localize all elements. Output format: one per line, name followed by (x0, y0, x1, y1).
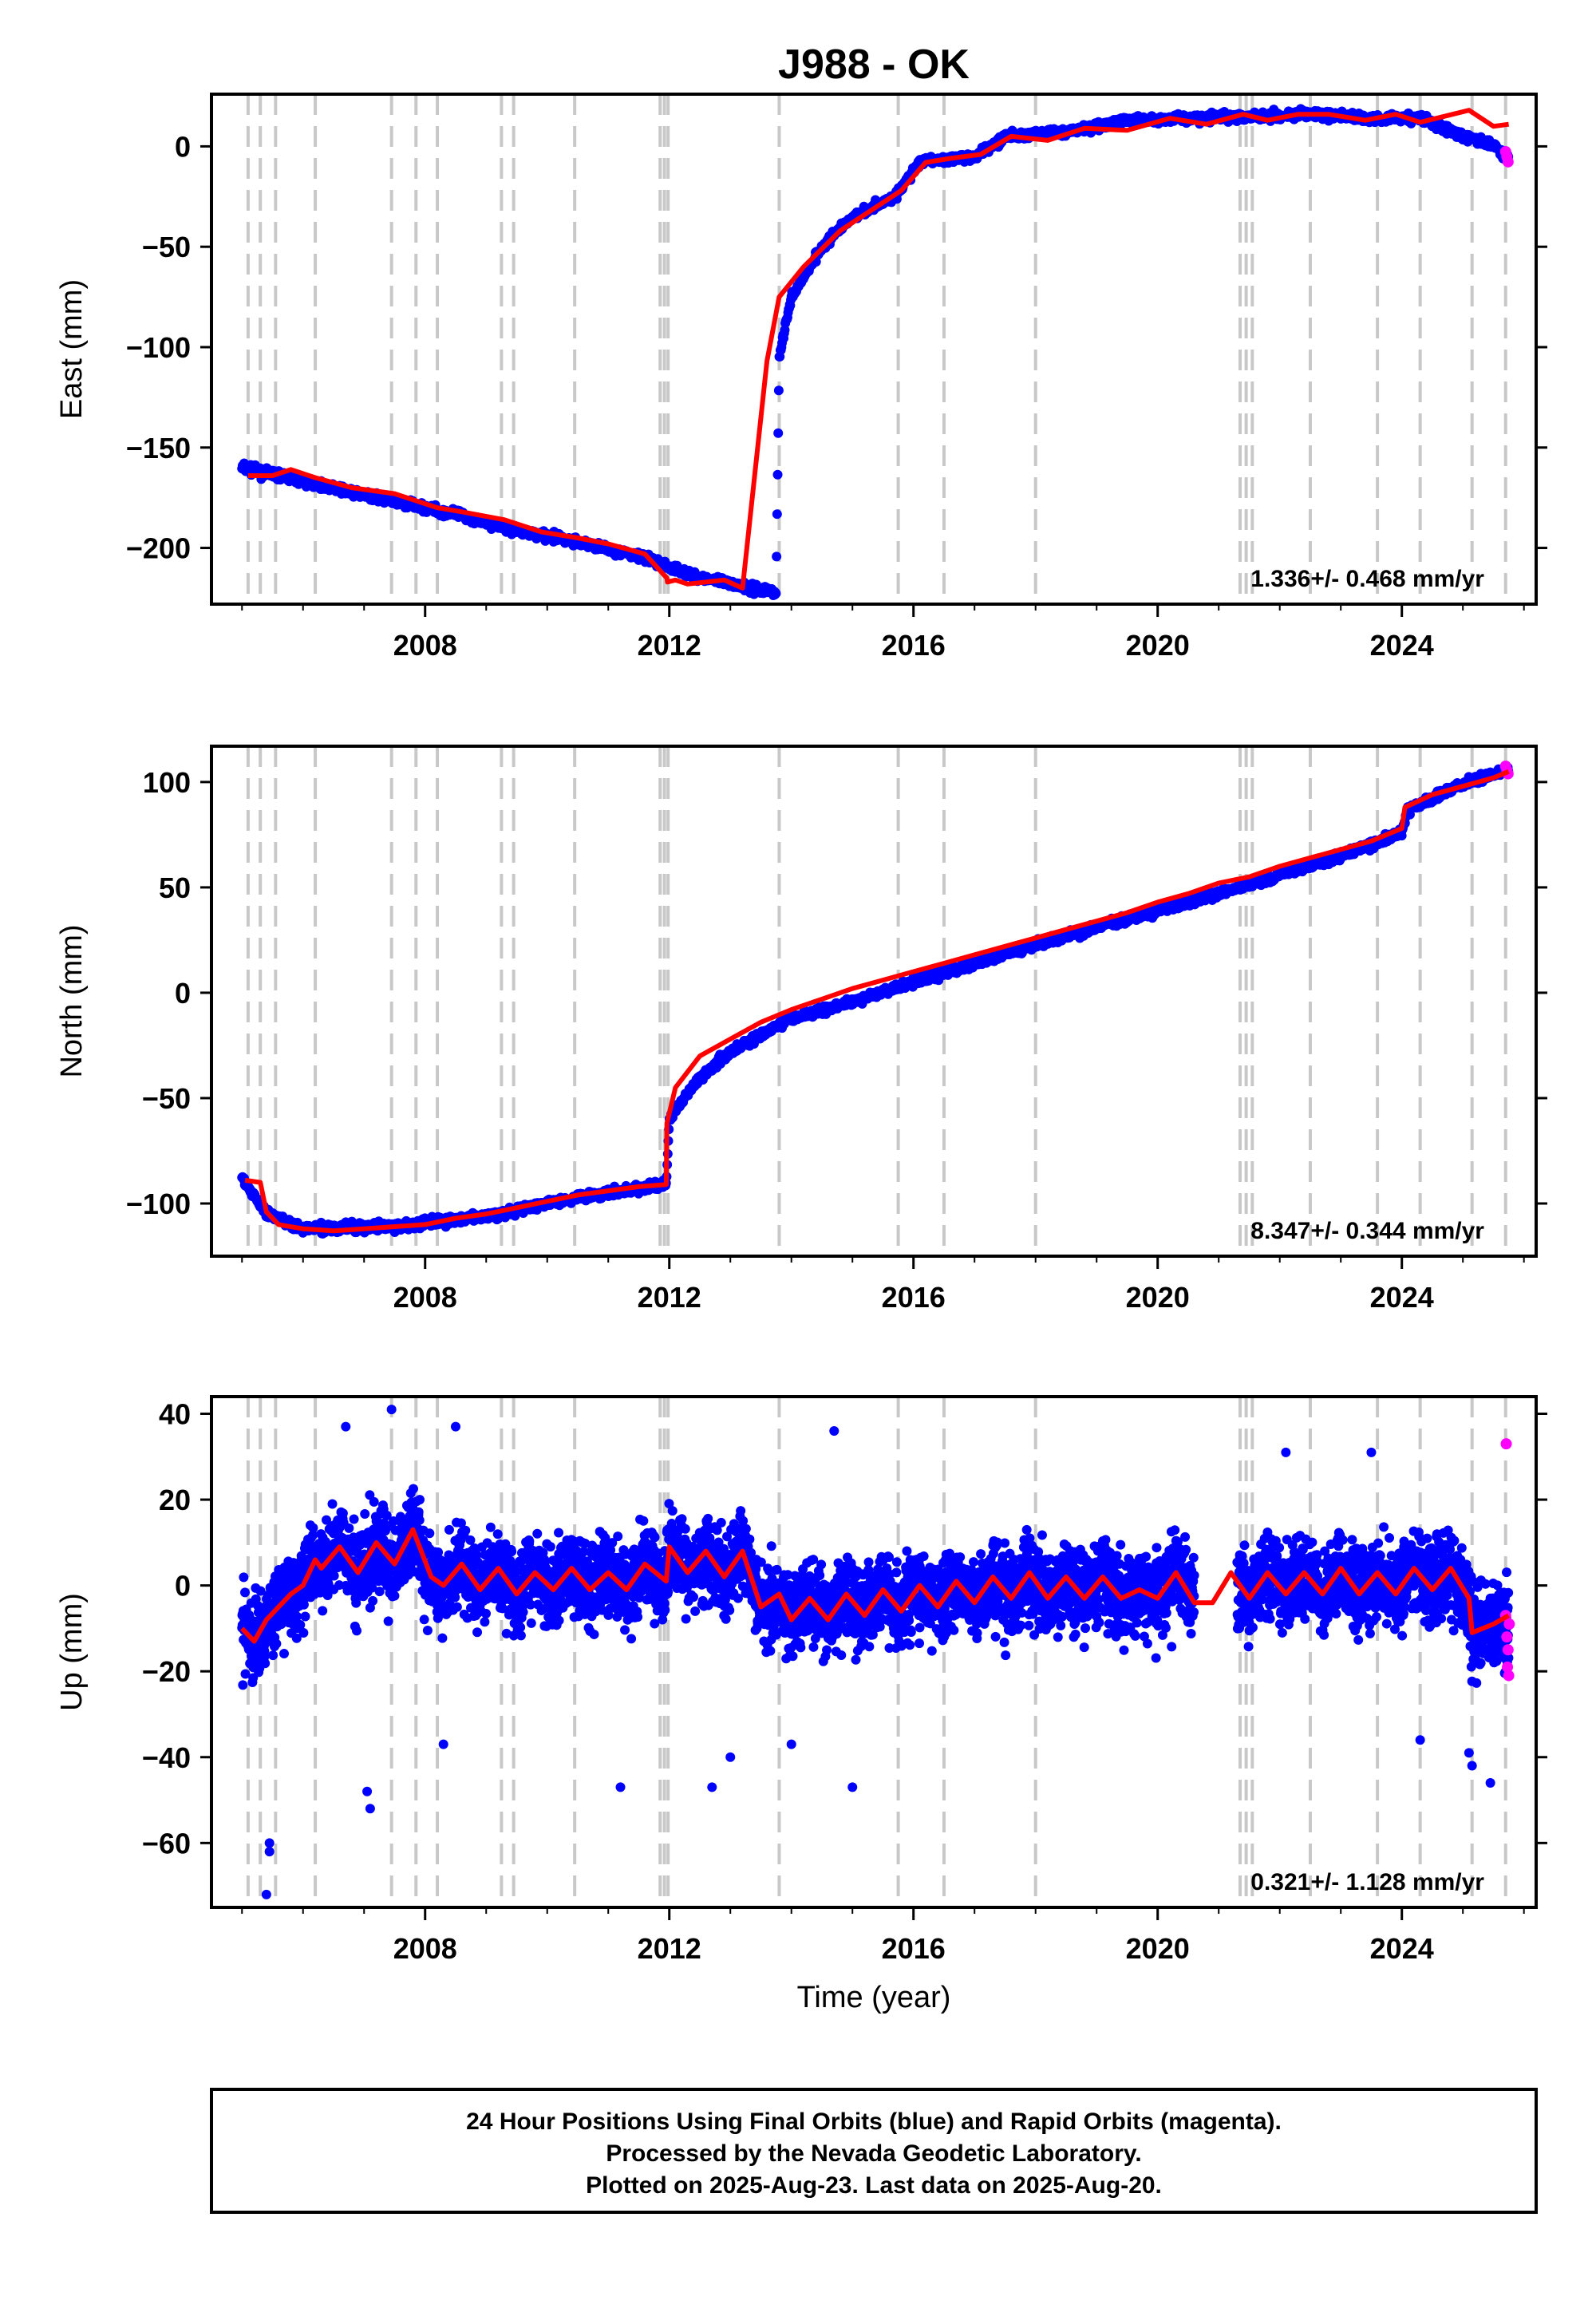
y-tick-label: −50 (142, 1082, 191, 1115)
data-point-final (772, 469, 783, 480)
data-point-final (239, 1572, 249, 1583)
data-point-final (271, 1638, 282, 1649)
plot-area (237, 746, 1514, 1256)
data-point-final (772, 551, 782, 562)
rate-annotation: 1.336+/- 0.468 mm/yr (1250, 566, 1484, 592)
data-point-final (259, 1651, 270, 1662)
y-tick-label: −200 (126, 532, 191, 565)
x-tick-label: 2016 (882, 1281, 946, 1314)
x-tick-label: 2024 (1370, 1281, 1434, 1314)
panel-north: 100 50 0 −50 −100 2008 2012 2016 2020 2024 North (… (55, 745, 1547, 1314)
x-tick-label: 2008 (393, 629, 457, 662)
model-line (247, 108, 1510, 591)
panels-group: 0 −50 −100 −150 −200 2008 2012 2016 2020 2024 East… (55, 93, 1547, 2014)
data-point-final (260, 1658, 271, 1669)
y-tick-label: −50 (142, 231, 191, 263)
y-tick-label: 0 (175, 130, 191, 163)
rate-annotation: 8.347+/- 0.344 mm/yr (1250, 1218, 1484, 1244)
x-tick-label: 2024 (1370, 629, 1434, 662)
plot-area (237, 1397, 1515, 1907)
y-tick-label: −150 (126, 432, 191, 464)
x-tick-label: 2020 (1126, 1281, 1190, 1314)
data-point-final (238, 1680, 248, 1690)
data-point-final (773, 385, 784, 396)
y-tick-label: −100 (126, 1188, 191, 1220)
data-point-rapid (1502, 156, 1514, 168)
panel-frame (210, 745, 1538, 1258)
y-axis-label: North (mm) (55, 924, 89, 1077)
data-point-final (772, 509, 782, 520)
data-point-final (240, 1669, 251, 1679)
data-point-final (773, 428, 784, 438)
panel-frame (210, 93, 1538, 606)
data-point-final (771, 588, 781, 599)
x-tick-label: 2020 (1126, 629, 1190, 662)
model-line (244, 769, 1510, 1234)
x-tick-label: 2012 (638, 1281, 701, 1314)
y-tick-label: 0 (175, 977, 191, 1010)
plot-area (237, 94, 1514, 604)
y-tick-label: 50 (159, 871, 191, 904)
x-tick-label: 2008 (393, 1281, 457, 1314)
x-tick-label: 2016 (882, 629, 946, 662)
x-tick-label: 2012 (638, 629, 701, 662)
y-axis-label: East (mm) (55, 279, 89, 419)
data-point-final (239, 1587, 250, 1598)
chart-title: J988 - OK (778, 41, 970, 88)
y-tick-label: 100 (143, 766, 191, 799)
data-point-final (255, 1586, 266, 1596)
y-tick-label: −100 (126, 331, 191, 364)
panel-east: 0 −50 −100 −150 −200 2008 2012 2016 2020 2024 East… (55, 93, 1547, 662)
data-point-final (780, 325, 790, 335)
data-point-final (268, 1650, 279, 1661)
